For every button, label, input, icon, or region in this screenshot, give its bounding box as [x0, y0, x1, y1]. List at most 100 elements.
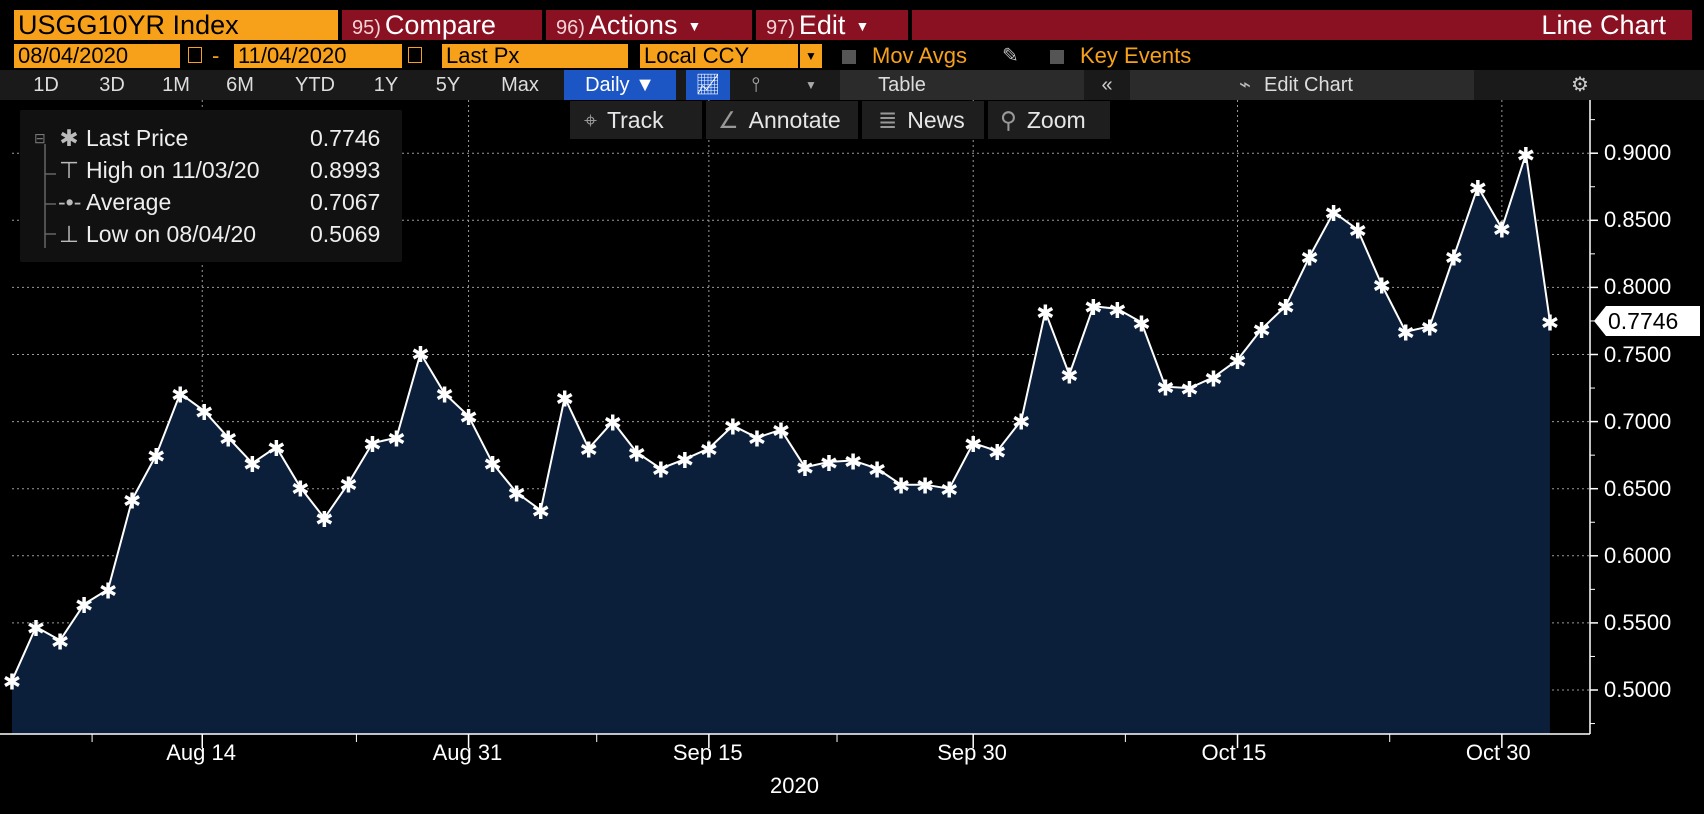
table-button[interactable]: Table — [878, 74, 926, 96]
range-1d[interactable]: 1D — [33, 74, 59, 96]
y-tick-label: 0.6500 — [1604, 475, 1672, 501]
data-point-marker: ✱ — [1252, 319, 1270, 344]
range-1y[interactable]: 1Y — [373, 74, 399, 96]
track-button[interactable]: ⌖ Track — [570, 101, 702, 139]
table-button-bg[interactable]: Table — [840, 70, 1084, 100]
data-point-marker: ✱ — [1348, 220, 1366, 245]
high-marker-icon: ⊤ — [58, 157, 80, 183]
bar-chart-icon[interactable]: ⫯ — [751, 74, 761, 96]
annotate-button[interactable]: ∠ Annotate — [706, 101, 858, 139]
edit-chart-button-bg[interactable]: ⌁ Edit Chart — [1130, 70, 1474, 100]
chevron-down-icon[interactable]: ▼ — [805, 78, 817, 92]
data-point-marker: ✱ — [1324, 202, 1342, 227]
data-point-marker: ✱ — [531, 500, 549, 525]
data-point-marker: ✱ — [1108, 299, 1126, 324]
last-value-tag-text: 0.7746 — [1608, 308, 1679, 334]
currency-selector[interactable]: Local CCY — [640, 44, 798, 68]
data-point-marker: ✱ — [219, 428, 237, 453]
data-point-marker: ✱ — [700, 438, 718, 463]
range-6m[interactable]: 6M — [226, 74, 254, 96]
line-chart-icon[interactable]: 📈︎ — [686, 70, 730, 100]
data-point-marker: ✱ — [964, 433, 982, 458]
key-events-label[interactable]: Key Events — [1080, 43, 1192, 68]
y-tick-label: 0.7500 — [1604, 341, 1672, 367]
x-tick-label: Sep 30 — [937, 740, 1007, 765]
range-3d[interactable]: 3D — [99, 74, 125, 96]
data-point-marker: ✱ — [1445, 247, 1463, 272]
security-ticker-field[interactable]: USGG10YR Index — [14, 10, 338, 40]
track-label: Track — [606, 107, 664, 133]
low-marker-icon: ⊥ — [58, 221, 80, 247]
data-point-marker: ✱ — [988, 441, 1006, 466]
data-point-marker: ✱ — [868, 459, 886, 484]
legend-row-average[interactable]: -•- Average 0.7067 — [20, 187, 402, 217]
compare-number: 95) — [352, 17, 381, 39]
data-point-marker: ✱ — [171, 383, 189, 408]
actions-button[interactable]: 96) Actions ▼ — [546, 10, 752, 40]
actions-number: 96) — [556, 17, 585, 39]
pencil-icon[interactable]: ✎ — [1002, 45, 1019, 67]
frequency-selector[interactable]: Daily ▼ — [564, 70, 676, 100]
data-point-marker: ✱ — [555, 387, 573, 412]
data-point-marker: ✱ — [580, 438, 598, 463]
news-icon: ≣ — [878, 107, 898, 133]
data-point-marker: ✱ — [1060, 365, 1078, 390]
price-chart[interactable]: ✱✱✱✱✱✱✱✱✱✱✱✱✱✱✱✱ ✱✱✱✱✱✱✱✱✱✱✱✱ ✱ ✱✱ ✱ ✱✱ ✱ ✱ ✱✱ ✱ ✱… — [0, 100, 1704, 814]
legend-row-low[interactable]: ⊥ Low on 08/04/20 0.5069 — [20, 219, 402, 249]
compare-button[interactable]: 95) Compare — [342, 10, 542, 40]
data-point-marker: ✱ — [844, 451, 862, 476]
legend-average-label: Average — [86, 189, 172, 215]
data-point-marker: ✱ — [652, 459, 670, 484]
mov-avgs-checkbox[interactable] — [842, 50, 856, 64]
data-point-marker: ✱ — [1397, 322, 1415, 347]
compare-label: Compare — [384, 10, 496, 40]
data-point-marker: ✱ — [724, 416, 742, 441]
annotate-label: Annotate — [748, 107, 841, 133]
price-markers: ✱✱✱✱✱✱✱✱✱✱✱✱✱✱✱✱ ✱✱✱✱✱✱✱✱✱✱✱✱ ✱ ✱✱ ✱ ✱✱ ✱ ✱ ✱✱ ✱ ✱… — [3, 144, 1559, 696]
range-ytd[interactable]: YTD — [295, 74, 335, 96]
collapse-left-icon[interactable]: « — [1101, 74, 1113, 96]
data-point-marker: ✱ — [1228, 350, 1246, 375]
edit-button[interactable]: 97) Edit ▼ — [756, 10, 908, 40]
data-point-marker: ✱ — [99, 579, 117, 604]
range-5y[interactable]: 5Y — [435, 74, 461, 96]
zoom-button[interactable]: ⚲ Zoom — [988, 101, 1110, 139]
data-point-marker: ✱ — [75, 594, 93, 619]
range-1m[interactable]: 1M — [162, 74, 190, 96]
field-selector[interactable]: Last Px — [442, 44, 628, 68]
pencil-icon: ∠ — [718, 107, 739, 133]
asterisk-marker-icon: ✱ — [59, 125, 79, 151]
data-point-marker: ✱ — [1469, 177, 1487, 202]
key-events-checkbox[interactable] — [1050, 50, 1064, 64]
chart-type-bar[interactable]: Line Chart — [912, 10, 1692, 40]
data-point-marker: ✱ — [267, 437, 285, 462]
data-point-marker: ✱ — [1012, 410, 1030, 435]
legend-tree-lines — [44, 144, 56, 248]
start-date-field[interactable]: 08/04/2020 — [14, 44, 180, 68]
legend-row-high[interactable]: ⊤ High on 11/03/20 0.8993 — [20, 155, 402, 185]
calendar-icon[interactable] — [408, 47, 422, 63]
legend-average-value: 0.7067 — [310, 189, 381, 215]
gear-icon[interactable]: ⚙ — [1571, 74, 1589, 96]
legend-row-last[interactable]: ⊟ ✱ Last Price 0.7746 — [20, 123, 402, 153]
news-button[interactable]: ≣ News — [862, 101, 984, 139]
chart-settings-row: 08/04/2020 - 11/04/2020 Last Px Local CC… — [0, 44, 1704, 70]
data-point-marker: ✱ — [387, 428, 405, 453]
chevron-down-icon[interactable]: ▼ — [800, 44, 822, 68]
actions-label: Actions — [588, 10, 678, 40]
mov-avgs-label[interactable]: Mov Avgs — [872, 43, 967, 68]
data-point-marker: ✱ — [27, 617, 45, 642]
data-point-marker: ✱ — [507, 483, 525, 508]
calendar-icon[interactable] — [188, 47, 202, 63]
edit-chart-button[interactable]: Edit Chart — [1264, 74, 1353, 96]
range-max[interactable]: Max — [501, 74, 539, 96]
end-date-field[interactable]: 11/04/2020 — [234, 44, 402, 68]
y-tick-label: 0.8500 — [1604, 207, 1672, 233]
collapse-box-icon[interactable]: ⊟ — [34, 130, 46, 146]
chart-legend[interactable]: ⊟ ✱ Last Price 0.7746 ⊤ High on 11/03/20… — [20, 110, 402, 262]
data-point-marker: ✱ — [147, 445, 165, 470]
data-point-marker: ✱ — [1421, 316, 1439, 341]
legend-last-label: Last Price — [86, 125, 189, 151]
legend-low-value: 0.5069 — [310, 221, 381, 247]
data-point-marker: ✱ — [1084, 296, 1102, 321]
